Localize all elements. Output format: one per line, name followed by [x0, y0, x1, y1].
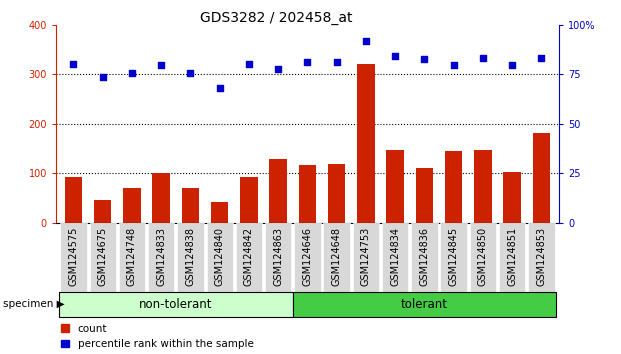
Bar	[94, 200, 111, 223]
Bar	[181, 188, 199, 223]
Text: GSM124845: GSM124845	[448, 227, 459, 286]
Point	[419, 57, 429, 62]
Point	[273, 67, 283, 72]
Point	[215, 85, 225, 91]
Text: GSM124838: GSM124838	[186, 227, 196, 286]
Text: GSM124851: GSM124851	[507, 227, 517, 286]
FancyBboxPatch shape	[353, 223, 379, 294]
Bar	[211, 202, 229, 223]
Point	[537, 56, 546, 61]
FancyBboxPatch shape	[324, 223, 350, 294]
Point	[156, 63, 166, 68]
FancyBboxPatch shape	[148, 223, 175, 294]
Point	[302, 59, 312, 65]
FancyBboxPatch shape	[207, 223, 233, 294]
Text: tolerant: tolerant	[401, 298, 448, 311]
FancyBboxPatch shape	[292, 292, 556, 317]
Text: GSM124836: GSM124836	[419, 227, 429, 286]
Point	[186, 70, 196, 76]
Bar	[415, 167, 433, 223]
Bar	[357, 64, 374, 223]
Text: GSM124863: GSM124863	[273, 227, 283, 286]
Text: GSM124753: GSM124753	[361, 227, 371, 286]
FancyBboxPatch shape	[469, 223, 496, 294]
Text: GSM124853: GSM124853	[537, 227, 546, 286]
Text: GSM124748: GSM124748	[127, 227, 137, 286]
FancyBboxPatch shape	[265, 223, 291, 294]
Bar	[445, 151, 463, 223]
Legend: count, percentile rank within the sample: count, percentile rank within the sample	[61, 324, 253, 349]
FancyBboxPatch shape	[60, 223, 86, 294]
FancyBboxPatch shape	[119, 223, 145, 294]
FancyBboxPatch shape	[440, 223, 467, 294]
FancyBboxPatch shape	[59, 292, 292, 317]
Text: GSM124850: GSM124850	[478, 227, 488, 286]
Point	[68, 62, 78, 67]
Point	[361, 38, 371, 44]
FancyBboxPatch shape	[411, 223, 438, 294]
Text: GDS3282 / 202458_at: GDS3282 / 202458_at	[200, 11, 353, 25]
Text: GSM124575: GSM124575	[68, 227, 78, 286]
Bar	[504, 172, 521, 223]
Bar	[474, 150, 492, 223]
FancyBboxPatch shape	[89, 223, 116, 294]
Bar	[328, 164, 345, 223]
FancyBboxPatch shape	[499, 223, 525, 294]
Point	[244, 62, 254, 67]
Text: GSM124646: GSM124646	[302, 227, 312, 286]
Bar	[299, 165, 316, 223]
FancyBboxPatch shape	[528, 223, 555, 294]
Bar	[386, 150, 404, 223]
FancyBboxPatch shape	[382, 223, 408, 294]
Text: GSM124833: GSM124833	[156, 227, 166, 286]
Point	[97, 74, 107, 80]
Point	[478, 56, 488, 61]
Text: GSM124648: GSM124648	[332, 227, 342, 286]
Point	[390, 53, 400, 58]
Point	[507, 63, 517, 68]
Bar	[270, 159, 287, 223]
Text: GSM124840: GSM124840	[215, 227, 225, 286]
Text: specimen ▶: specimen ▶	[3, 299, 65, 309]
FancyBboxPatch shape	[294, 223, 320, 294]
Bar	[533, 133, 550, 223]
Text: GSM124842: GSM124842	[244, 227, 254, 286]
Bar	[152, 173, 170, 223]
Bar	[65, 177, 82, 223]
FancyBboxPatch shape	[236, 223, 262, 294]
Point	[448, 63, 458, 68]
Text: non-tolerant: non-tolerant	[139, 298, 212, 311]
Point	[127, 70, 137, 76]
Text: GSM124675: GSM124675	[97, 227, 107, 286]
Bar	[123, 188, 141, 223]
Bar	[240, 177, 258, 223]
Point	[332, 59, 342, 65]
FancyBboxPatch shape	[177, 223, 204, 294]
Text: GSM124834: GSM124834	[390, 227, 400, 286]
